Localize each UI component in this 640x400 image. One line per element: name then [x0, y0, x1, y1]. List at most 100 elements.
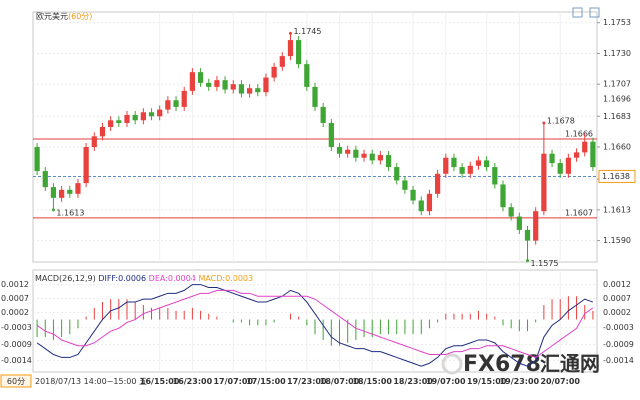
candle-body — [75, 183, 81, 194]
candle-body — [541, 153, 547, 212]
candle-body — [58, 189, 65, 198]
y-tick-label: 1.1683 — [603, 112, 631, 121]
candle-body — [484, 160, 490, 168]
candle-body — [91, 136, 97, 148]
candle-body — [394, 167, 400, 181]
y-tick-label: 1.1753 — [603, 18, 631, 27]
candle-body — [222, 80, 228, 90]
price-line-label: 1.1607 — [565, 208, 593, 217]
candle-body — [320, 106, 326, 123]
period-button-label[interactable]: 60分 — [7, 377, 25, 386]
macd-y-tick-label-left: -0.0014 — [1, 356, 32, 365]
candle-body — [206, 82, 212, 87]
candle-body — [467, 165, 473, 174]
candle-body — [181, 90, 187, 107]
x-tick-label: 19/23:00 — [500, 377, 540, 386]
candle-body — [361, 153, 367, 158]
candle-body — [42, 171, 48, 188]
candle-body — [475, 160, 482, 166]
y-tick-label: 1.1590 — [603, 236, 631, 245]
macd-y-tick-label-right: 0.0002 — [603, 308, 631, 317]
candle-body — [108, 120, 114, 127]
candle-body — [255, 88, 261, 93]
x-tick-label: 17/07:00 — [213, 377, 253, 386]
candle-body — [50, 187, 57, 198]
y-tick-label: 1.1730 — [603, 49, 631, 58]
annotation-dot — [526, 259, 530, 263]
candle-body — [402, 180, 408, 190]
candle-body — [336, 147, 343, 154]
candle-body — [524, 229, 531, 241]
macd-y-tick-label-right: -0.0014 — [603, 356, 634, 365]
macd-panel — [32, 269, 598, 373]
candle-body — [230, 84, 236, 90]
candle-body — [533, 211, 539, 241]
candle-body — [165, 100, 171, 110]
candle-body — [345, 149, 351, 154]
annotation-dot — [51, 208, 55, 212]
candle-body — [99, 126, 106, 137]
x-tick-label: 19/15:00 — [467, 377, 507, 386]
candle-body — [148, 112, 155, 117]
x-tick-label: 19/07:00 — [426, 377, 466, 386]
macd-line — [36, 289, 594, 358]
annotation-label: 1.1613 — [56, 208, 84, 217]
candle-body — [197, 72, 204, 83]
chart-title: 欧元美元(60分) — [36, 11, 92, 21]
macd-y-tick-label-right: 0.0007 — [603, 294, 631, 303]
candle-body — [279, 56, 285, 67]
candle-body — [443, 157, 449, 174]
y-tick-label: 1.1707 — [603, 80, 631, 89]
candle-body — [508, 207, 514, 217]
macd-y-tick-label-left: -0.0003 — [1, 323, 32, 332]
zoom-button[interactable] — [572, 7, 583, 18]
candle-body — [557, 163, 563, 174]
candle-body — [369, 153, 375, 161]
macd-y-tick-label-left: -0.0009 — [1, 340, 32, 349]
x-tick-label: 16/15:00 — [140, 377, 180, 386]
candle-body — [173, 100, 179, 107]
candle-body — [312, 86, 318, 107]
macd-y-tick-label-right: -0.0009 — [603, 340, 634, 349]
watermark-logo — [441, 353, 463, 375]
watermark-cn: 汇通网 — [540, 352, 600, 376]
candle-body — [377, 155, 384, 161]
period-button[interactable] — [0, 374, 32, 388]
candle-body — [296, 40, 302, 65]
candle-body — [246, 88, 253, 94]
candle-body — [116, 120, 122, 123]
macd-y-tick-label-right: 0.0012 — [603, 280, 631, 289]
candle-body — [492, 167, 498, 185]
annotation-dot — [288, 31, 292, 35]
candle-body — [573, 152, 580, 158]
watermark: FX678 — [463, 352, 541, 377]
x-tick-label: 18/07:00 — [320, 377, 360, 386]
candle-body — [459, 167, 465, 174]
dea-legend: DEA:0.0004 — [149, 274, 196, 283]
x-tick-label: 18/23:00 — [393, 377, 433, 386]
candle-body — [263, 77, 269, 93]
macd-indicator: MACD(26,12,9) — [35, 274, 96, 283]
macd-y-tick-label-left: 0.0012 — [1, 280, 29, 289]
y-tick-label: 1.1660 — [603, 143, 631, 152]
candle-body — [140, 112, 146, 121]
macd-header: MACD(26,12,9) DIFF:0.0006 DEA:0.0004 MAC… — [35, 274, 253, 283]
x-tick-label: 17/15:00 — [246, 377, 286, 386]
y-tick-label: 1.1613 — [603, 205, 631, 214]
candle-body — [516, 216, 522, 230]
candle-body — [353, 149, 359, 158]
cursor-time: 2018/07/13 14:00~15:00 五 — [35, 377, 147, 386]
candle-body — [157, 109, 163, 117]
candle-body — [238, 84, 245, 94]
period: (60分) — [68, 12, 92, 21]
x-tick-label: 17/23:00 — [287, 377, 327, 386]
candle-body — [549, 153, 555, 164]
close-button[interactable] — [589, 7, 600, 18]
candle-body — [328, 122, 334, 148]
candle-body — [410, 189, 416, 201]
candle-body — [582, 141, 588, 153]
axis-marker: 1.1696 — [603, 94, 631, 103]
annotation-dot — [542, 121, 546, 125]
candle-body — [500, 184, 506, 208]
